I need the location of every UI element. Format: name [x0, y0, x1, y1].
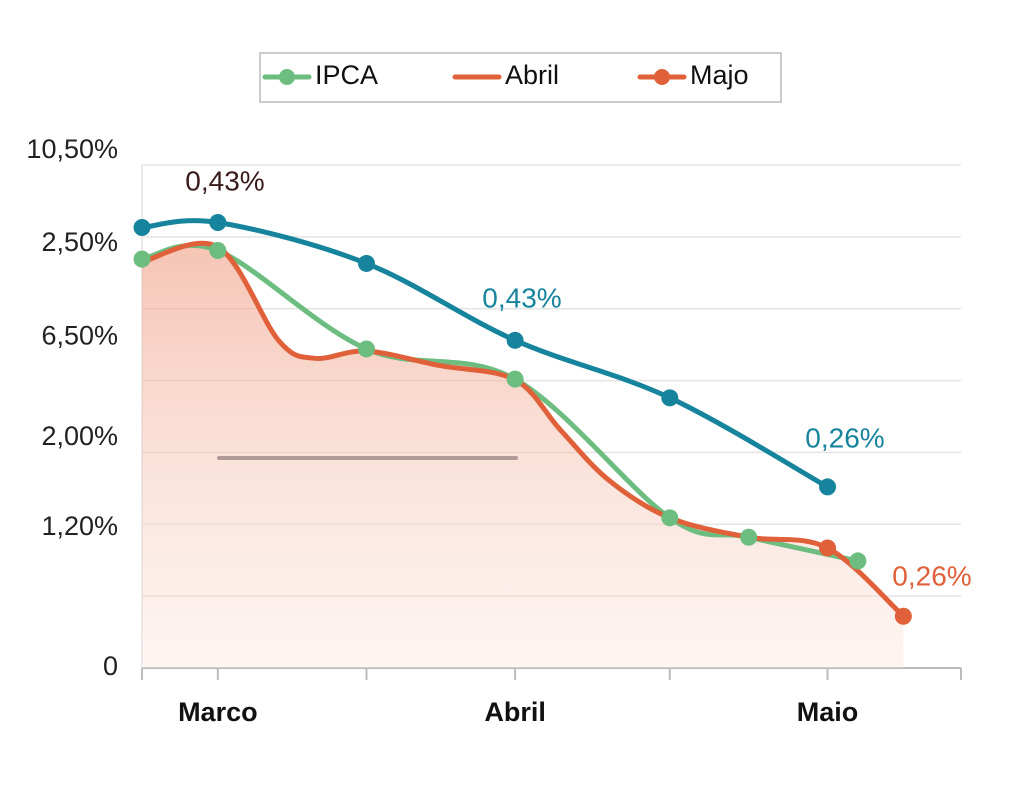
y-tick-label: 2,00% [41, 421, 118, 451]
y-tick-label: 10,50% [26, 134, 118, 164]
point [819, 539, 837, 557]
legend-box [259, 52, 782, 103]
point [209, 213, 227, 231]
x-tick-label: Abril [484, 697, 546, 727]
point [894, 607, 912, 625]
legend-marker [279, 69, 295, 85]
legend-label: IPCA [315, 60, 378, 90]
point [357, 254, 375, 272]
legend-label: Majo [690, 60, 749, 90]
point [661, 509, 679, 527]
point [133, 219, 151, 237]
point [506, 370, 524, 388]
y-tick-label: 1,20% [41, 511, 118, 541]
x-tick-label: Marco [178, 697, 258, 727]
point [819, 478, 837, 496]
point [506, 331, 524, 349]
y-tick-label: 0 [103, 651, 118, 681]
y-tick-label: 6,50% [41, 321, 118, 351]
annotation: 0,43% [185, 165, 264, 196]
annotation: 0,26% [892, 560, 971, 591]
point [849, 552, 867, 570]
point [209, 242, 227, 260]
point [133, 250, 151, 268]
point [357, 340, 375, 358]
point [661, 389, 679, 407]
annotation: 0,26% [805, 422, 884, 453]
point [740, 528, 758, 546]
y-tick-label: 2,50% [41, 227, 118, 257]
annotation: 0,43% [482, 282, 561, 313]
x-tick-label: Maio [797, 697, 859, 727]
legend-label: Abril [505, 60, 559, 90]
legend-marker [654, 69, 670, 85]
area [142, 243, 904, 668]
